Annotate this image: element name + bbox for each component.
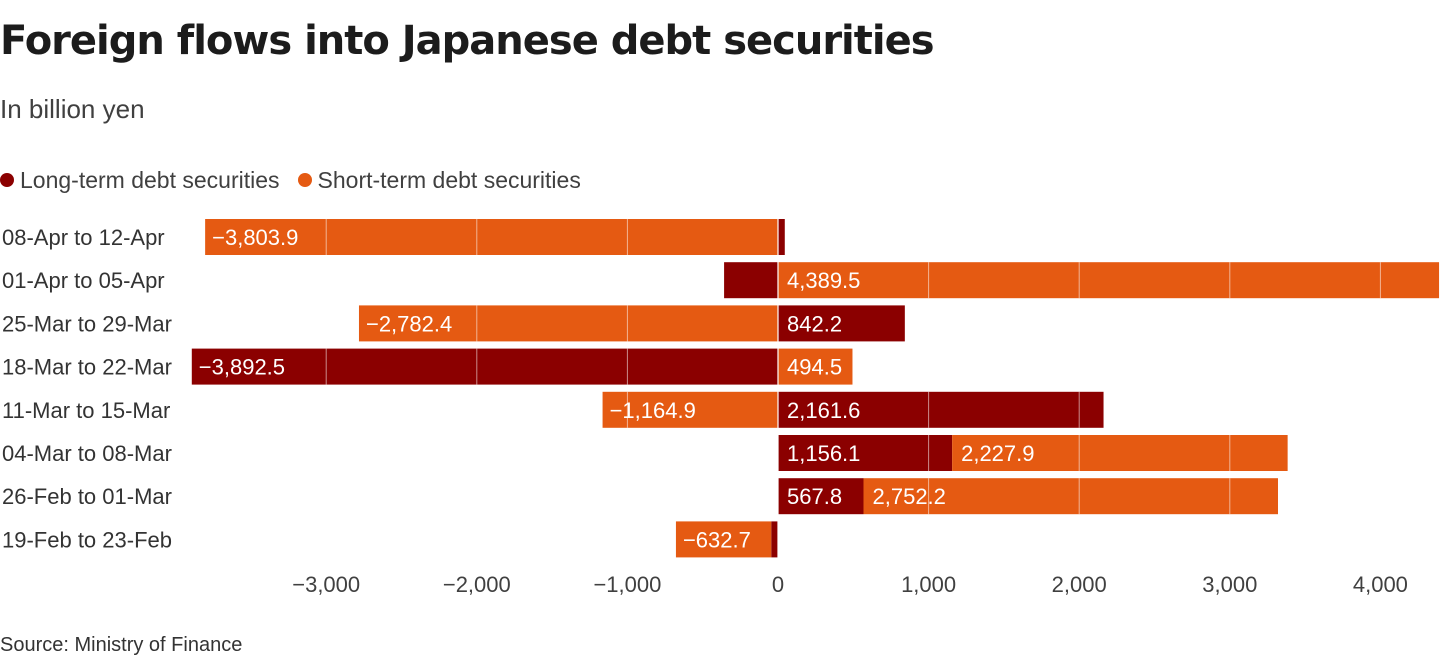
legend-item-short-term: Short-term debt securities: [297, 166, 581, 194]
x-tick-label: 0: [772, 572, 784, 597]
category-label: 19-Feb to 23-Feb: [2, 527, 172, 552]
chart-title: Foreign flows into Japanese debt securit…: [0, 18, 935, 64]
bar-short-term: [675, 521, 772, 558]
data-label: 2,752.2: [873, 484, 946, 509]
data-label: 567.8: [787, 484, 842, 509]
data-label: −1,164.9: [610, 398, 696, 423]
bar-short-term: [778, 348, 853, 385]
data-label: 2,227.9: [961, 441, 1034, 466]
data-label: −632.7: [683, 527, 751, 552]
data-label: −2,782.4: [366, 311, 452, 336]
bar-short-term: [863, 478, 1278, 515]
category-label: 08-Apr to 12-Apr: [2, 225, 165, 250]
chart-subtitle: In billion yen: [0, 94, 145, 124]
category-label: 18-Mar to 22-Mar: [2, 355, 172, 380]
bar-long-term: [778, 305, 905, 342]
bar-long-term: [191, 348, 779, 385]
x-tick-label: −1,000: [593, 572, 661, 597]
x-tick-label: 4,000: [1353, 572, 1408, 597]
legend-item-long-term: Long-term debt securities: [0, 167, 280, 194]
bar-long-term: [724, 262, 778, 299]
category-label: 25-Mar to 29-Mar: [2, 311, 172, 336]
legend-swatch-short-term: [297, 173, 312, 187]
data-label: 1,156.1: [787, 441, 860, 466]
category-label: 04-Mar to 08-Mar: [2, 441, 172, 466]
legend: Long-term debt securities Short-term deb…: [0, 165, 599, 195]
bar-short-term: [358, 305, 778, 342]
category-label: 11-Mar to 15-Mar: [2, 398, 170, 423]
data-label: −3,803.9: [212, 225, 298, 250]
data-label: 2,161.6: [787, 398, 860, 423]
x-tick-label: 2,000: [1052, 572, 1107, 597]
bar-long-term: [778, 478, 864, 515]
bar-long-term: [771, 521, 778, 558]
bar-short-term: [778, 262, 1440, 299]
x-tick-label: −3,000: [292, 572, 360, 597]
bar-long-term: [778, 391, 1104, 428]
legend-swatch-long-term: [0, 173, 14, 187]
legend-label-long-term: Long-term debt securities: [20, 166, 280, 193]
x-tick-label: 1,000: [901, 572, 956, 597]
bar-short-term: [602, 391, 778, 428]
bar-short-term: [205, 219, 778, 255]
data-label: 842.2: [787, 311, 842, 336]
x-tick-label: 3,000: [1202, 572, 1257, 597]
source-note: Source: Ministry of Finance: [0, 634, 243, 656]
category-label: 26-Feb to 01-Mar: [2, 484, 172, 509]
x-tick-label: −2,000: [443, 572, 511, 597]
legend-label-short-term: Short-term debt securities: [317, 166, 581, 193]
bar-long-term: [778, 219, 785, 255]
data-label: 4,389.5: [787, 268, 860, 293]
data-label: 494.5: [787, 355, 842, 380]
data-label: −3,892.5: [199, 355, 285, 380]
bar-long-term: [778, 435, 953, 471]
category-label: 01-Apr to 05-Apr: [2, 268, 165, 293]
bar-short-term: [952, 435, 1288, 471]
